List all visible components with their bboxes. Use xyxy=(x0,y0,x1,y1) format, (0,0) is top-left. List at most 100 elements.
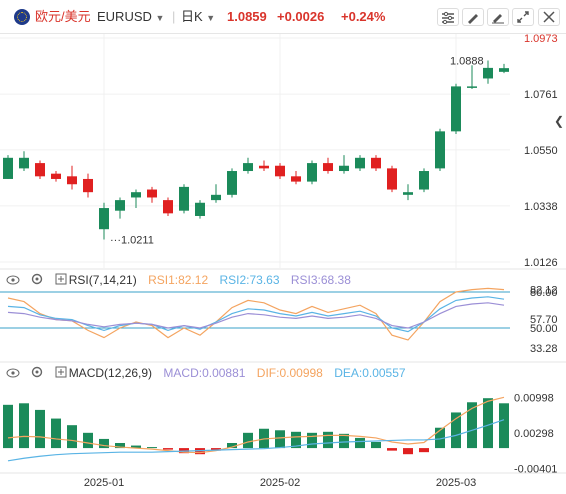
rsi-series-line-rsi1 xyxy=(7,287,505,341)
rsi-series-line-rsi3 xyxy=(7,302,505,329)
candle-body xyxy=(451,86,461,132)
candle-body xyxy=(499,68,509,72)
macd-name: MACD(12,26,9) xyxy=(68,366,153,380)
candle-body xyxy=(387,168,397,190)
candle-body xyxy=(195,202,205,216)
macd-histogram-bar xyxy=(99,438,109,449)
price-change-percent: +0.24% xyxy=(341,9,386,24)
macd-histogram-bar xyxy=(19,403,29,449)
macd-histogram-bar xyxy=(147,447,157,449)
candle-body xyxy=(163,200,173,214)
chevron-down-icon: ▼ xyxy=(206,13,216,23)
macd-histogram-bar xyxy=(387,448,397,451)
candle-body xyxy=(355,157,365,169)
candlestick-chart[interactable]: 1.0973 1.0761 1.0550 1.0338 1.0126 1.0888 ···1… xyxy=(0,34,566,268)
candle-body xyxy=(83,178,93,193)
candle-body xyxy=(275,165,285,177)
candle-body xyxy=(291,176,301,182)
interval-selector[interactable]: 日K ▼ xyxy=(181,0,215,34)
macd-axis-label: 0.00998 xyxy=(514,392,554,404)
macd-histogram-bar xyxy=(355,437,365,449)
macd-histogram-bar xyxy=(275,430,285,449)
gear-icon[interactable] xyxy=(31,364,43,384)
price-axis-label: 1.0761 xyxy=(524,89,558,101)
eu-flag-icon xyxy=(14,9,30,25)
price-change: +0.0026 xyxy=(277,9,325,24)
rsi3-value: RSI3:68.38 xyxy=(290,273,351,287)
symbol-selector[interactable]: EURUSD ▼ xyxy=(97,0,164,34)
pen-button[interactable] xyxy=(487,8,509,26)
x-axis-date-label: 2025-03 xyxy=(436,477,476,489)
macd-histogram-bar xyxy=(451,412,461,449)
candle-body xyxy=(419,171,429,190)
macd-chart[interactable]: 0.00998 0.00298 -0.00401 2025-01 2025-02 2025… xyxy=(0,361,566,494)
x-axis-date-label: 2025-01 xyxy=(84,477,124,489)
x-axis-date-label: 2025-02 xyxy=(260,477,300,489)
rsi1-value: RSI1:82.12 xyxy=(148,273,209,287)
candle-body xyxy=(243,163,253,172)
low-price-label: ···1.0211 xyxy=(110,235,154,247)
candle-body xyxy=(211,194,221,201)
macd-histogram-bar xyxy=(3,404,13,449)
macd-histogram-bar xyxy=(291,431,301,449)
macd-histogram-bar xyxy=(83,432,93,449)
candle-body xyxy=(147,189,157,198)
rsi-axis-label: 57.70 xyxy=(530,314,558,326)
eye-icon[interactable] xyxy=(6,271,20,291)
price-axis-label: 1.0973 xyxy=(524,34,558,45)
macd-histogram-bar xyxy=(307,432,317,449)
macd-legend: MACD(12,26,9) MACD:0.00881 DIF:0.00998 D… xyxy=(6,363,414,383)
macd-histogram-bar xyxy=(435,427,445,449)
expand-icon xyxy=(517,11,529,23)
indicator-box-icon[interactable] xyxy=(55,271,67,291)
pair-name: 欧元/美元 xyxy=(35,9,91,24)
expand-button[interactable] xyxy=(512,8,534,26)
macd-axis-label: 0.00298 xyxy=(514,428,554,440)
rsi-legend: RSI(7,14,21) RSI1:82.12 RSI2:73.63 RSI3:… xyxy=(6,270,359,290)
gear-icon[interactable] xyxy=(31,271,43,291)
macd-histogram-bar xyxy=(35,409,45,449)
draw-button[interactable] xyxy=(462,8,484,26)
rsi-axis-label: 80.00 xyxy=(530,287,558,299)
chevron-down-icon: ▼ xyxy=(155,13,165,23)
macd-series-line-dea xyxy=(7,419,505,462)
macd-axis-label: -0.00401 xyxy=(514,464,557,476)
price-axis-label: 1.0338 xyxy=(524,201,558,213)
macd-histogram-bar xyxy=(467,402,477,449)
candle-body xyxy=(323,163,333,172)
macd-histogram-bar xyxy=(243,432,253,449)
macd-histogram-bar xyxy=(323,431,333,449)
candle-body xyxy=(99,208,109,230)
candle-body xyxy=(3,157,13,179)
chevron-left-icon[interactable]: ❮ xyxy=(554,114,565,128)
candle-body xyxy=(339,165,349,172)
macd-series-line-dif xyxy=(7,396,505,454)
macd-histogram-bar xyxy=(227,443,237,449)
eye-icon[interactable] xyxy=(6,364,20,384)
candle-body xyxy=(483,67,493,79)
indicator-box-icon[interactable] xyxy=(55,364,67,384)
macd-histogram-bar xyxy=(51,418,61,449)
settings-button[interactable] xyxy=(437,8,459,26)
macd-value: MACD:0.00881 xyxy=(163,366,246,380)
macd-histogram-bar xyxy=(483,398,493,449)
candle-body xyxy=(115,200,125,211)
price-axis-label: 1.0126 xyxy=(524,257,558,268)
rsi-name: RSI(7,14,21) xyxy=(68,273,137,287)
candle-body xyxy=(435,131,445,169)
close-button[interactable] xyxy=(538,8,560,26)
pen-icon xyxy=(492,14,504,24)
macd-histogram-bar xyxy=(371,441,381,449)
candle-body xyxy=(67,176,77,185)
draw-icon xyxy=(468,14,478,24)
candle-body xyxy=(259,165,269,169)
chart-toolbar: 欧元/美元 EURUSD ▼ | 日K ▼ 1.0859 +0.0026 +0.… xyxy=(0,0,566,34)
macd-histogram-bar xyxy=(115,443,125,449)
candle-body xyxy=(179,186,189,211)
candle-body xyxy=(19,157,29,169)
rsi-axis-label: 82.12 xyxy=(530,284,558,296)
symbol-label: EURUSD xyxy=(97,9,152,24)
high-price-label: 1.0888 xyxy=(450,55,484,67)
macd-histogram-bar xyxy=(403,448,413,455)
